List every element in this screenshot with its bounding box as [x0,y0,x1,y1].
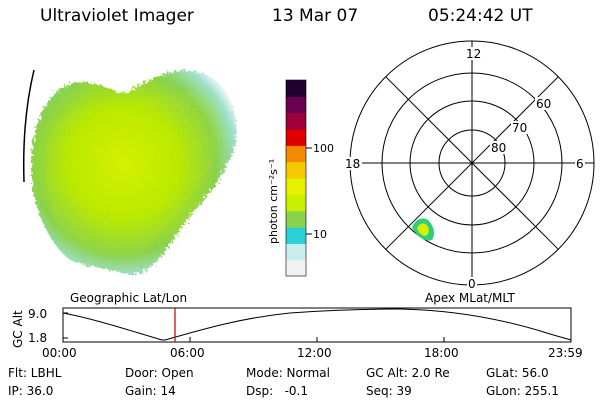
limb-arc [22,69,35,183]
color-scale-tick-label: 10 [313,228,327,241]
mlat-label-bg [511,121,529,134]
mlt-label-bg [344,157,362,170]
altitude-xtick-label: 23:59 [548,346,583,360]
altitude-ytick-label: 1.8 [28,331,47,345]
color-scale-segment [286,129,306,146]
info-glat: GLat: 56.0 [486,366,549,380]
color-scale-segment [286,96,306,114]
mlat-label-bg [490,141,508,154]
mlt-label-bg [467,277,477,290]
time-label: 05:24:42 UT [428,6,533,26]
mlt-diagonal [385,76,559,250]
info-mode: Mode: Normal [246,366,330,380]
mlt-label-6: 6 [576,157,584,171]
info-gc-alt: GC Alt: 2.0 Re [366,366,450,380]
color-scale-segment [286,259,306,277]
altitude-plot [62,307,572,343]
color-scale-segment [286,194,306,212]
color-scale-segment [286,178,306,195]
apex-caption: Apex MLat/MLT [425,291,515,305]
altitude-curve [62,308,572,341]
info-seq: Seq: 39 [366,384,412,398]
info-filter: Flt: LBHL [8,366,62,380]
altitude-ytick-label: 9.0 [28,307,47,321]
altitude-xtick-label: 06:00 [170,346,205,360]
geographic-caption: Geographic Lat/Lon [70,291,187,305]
mlat-label-60: 60 [536,97,551,111]
color-scale-segment [286,210,306,228]
color-scale-bar [286,80,306,277]
color-scale-segment [286,80,306,97]
info-glon: GLon: 255.1 [486,384,559,398]
color-scale-segment [286,145,306,163]
polar-grid [349,40,595,286]
altitude-xtick-label: 12:00 [297,346,332,360]
info-ip: IP: 36.0 [8,384,53,398]
mlt-label-18: 18 [345,157,360,171]
color-scale-segment [286,112,306,130]
mlat-label-bg [535,97,553,110]
color-scale-segment [286,243,306,261]
mlt-label-bg [465,47,481,60]
instrument-title: Ultraviolet Imager [40,6,194,26]
altitude-xtick-label: 18:00 [424,346,459,360]
info-door: Door: Open [125,366,194,380]
color-scale-label: photon cm⁻²s⁻¹ [267,159,280,244]
color-scale-segment [286,227,306,244]
color-scale-tick-label: 100 [313,142,334,155]
mlt-label-0: 0 [468,277,476,291]
color-scale-frame [285,79,307,277]
altitude-plot-frame [62,307,572,343]
info-gain: Gain: 14 [125,384,176,398]
info-footer: Flt: LBHL Door: Open Mode: Normal GC Alt… [8,366,559,398]
aurora-patch-inner [417,223,429,236]
mlat-label-80: 80 [491,141,506,155]
altitude-xtick-label: 00:00 [42,346,77,360]
info-dsp: Dsp: -0.1 [246,384,308,398]
geographic-image [22,69,237,276]
polar-aurora-patch [412,218,435,241]
color-scale-segment [286,161,306,179]
date-label: 13 Mar 07 [272,6,359,26]
altitude-ylabel: GC Alt [11,310,25,348]
mlat-label-70: 70 [512,121,527,135]
mlt-label-12: 12 [466,47,481,61]
auroral-speckle-overlay [47,92,221,257]
mlt-label-bg [575,157,585,170]
